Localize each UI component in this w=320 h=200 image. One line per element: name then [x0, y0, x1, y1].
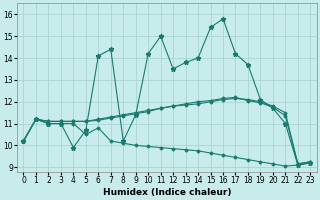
X-axis label: Humidex (Indice chaleur): Humidex (Indice chaleur) [103, 188, 231, 197]
